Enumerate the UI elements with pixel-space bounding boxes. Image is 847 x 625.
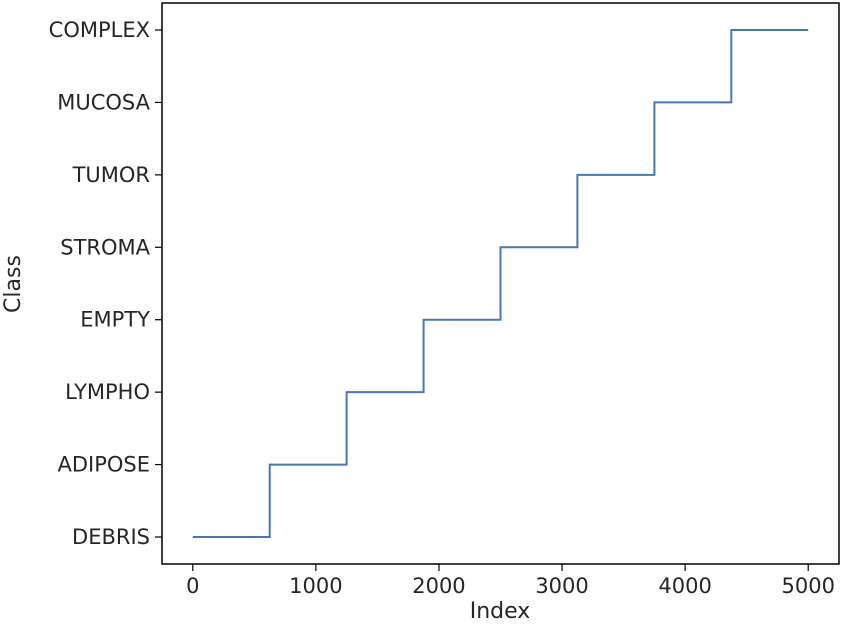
x-tick-label: 4000 (658, 574, 711, 598)
x-tick-label: 2000 (412, 574, 465, 598)
x-tick-label: 5000 (782, 574, 835, 598)
y-tick-label: TUMOR (72, 163, 150, 187)
y-axis-label: Class (1, 255, 26, 313)
x-axis-label: Index (470, 599, 531, 624)
plot-frame (161, 2, 840, 565)
y-axis: DEBRIS ADIPOSE LYMPHO EMPTY STROMA TUMOR MUCOS… (49, 18, 162, 549)
y-tick-label: STROMA (60, 235, 150, 259)
y-tick-label: LYMPHO (65, 380, 150, 404)
y-tick-label: EMPTY (80, 308, 150, 332)
x-tick-label: 3000 (535, 574, 588, 598)
x-tick-label: 1000 (289, 574, 342, 598)
y-tick-label: MUCOSA (57, 90, 150, 114)
plot-content (192, 29, 809, 538)
x-axis: 0 1000 2000 3000 4000 5000 (186, 564, 835, 598)
y-tick-label: COMPLEX (49, 18, 150, 42)
y-tick-label: ADIPOSE (57, 453, 150, 477)
series-line (192, 29, 809, 538)
x-tick-label: 0 (186, 574, 199, 598)
y-tick-label: DEBRIS (72, 525, 150, 549)
